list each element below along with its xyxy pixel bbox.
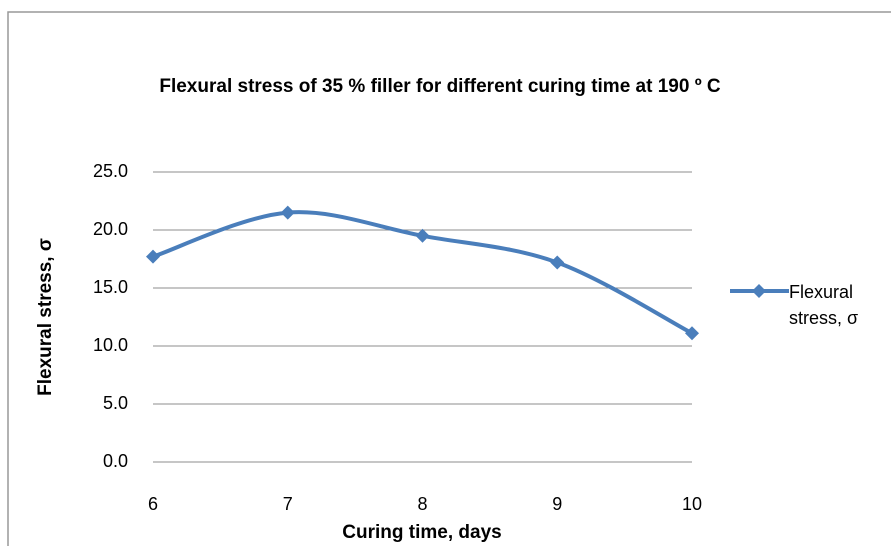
data-point: [146, 249, 160, 264]
x-tick-label: 10: [682, 494, 702, 514]
x-tick-label: 8: [417, 494, 427, 514]
y-tick-label: 5.0: [103, 393, 128, 413]
data-point: [685, 326, 699, 341]
data-point: [280, 205, 295, 220]
y-tick-label: 25.0: [93, 161, 128, 181]
data-point: [550, 255, 565, 270]
x-tick-label: 7: [283, 494, 293, 514]
x-tick-label: 9: [552, 494, 562, 514]
y-tick-label: 10.0: [93, 335, 128, 355]
chart-title: Flexural stress of 35 % filler for diffe…: [159, 76, 721, 97]
y-axis-label: Flexural stress, σ: [35, 238, 56, 396]
x-tick-label: 6: [148, 494, 158, 514]
x-axis-label: Curing time, days: [342, 522, 501, 543]
y-tick-label: 15.0: [93, 277, 128, 297]
legend-label: Flexural stress, σ: [789, 282, 859, 328]
data-point: [415, 228, 430, 243]
legend-marker: [752, 284, 766, 298]
y-tick-label: 0.0: [103, 451, 128, 471]
frame: [7, 11, 891, 546]
y-tick-label: 20.0: [93, 219, 128, 239]
